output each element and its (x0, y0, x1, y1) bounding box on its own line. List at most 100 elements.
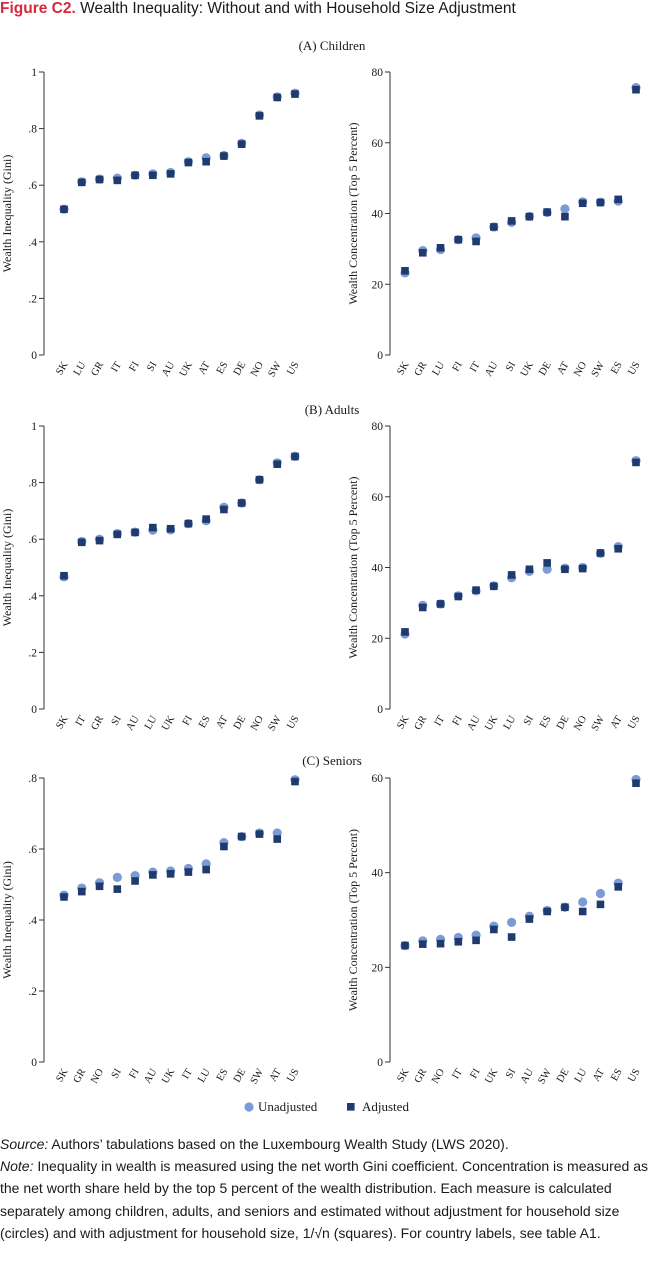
adjusted-point (77, 178, 86, 187)
adjusted-point (237, 832, 246, 841)
y-tick-label: .6 (28, 534, 37, 546)
adjusted-point (184, 519, 193, 528)
x-tick-label: AU (160, 360, 177, 379)
y-tick-label: 60 (372, 492, 384, 504)
adjusted-point (255, 475, 264, 484)
adjusted-point (149, 171, 157, 180)
x-tick-label: UK (160, 1067, 177, 1086)
x-tick-label: FI (451, 360, 465, 374)
unadjusted-point (507, 917, 517, 927)
x-tick-label: US (626, 360, 642, 377)
adjusted-point (490, 582, 498, 591)
y-axis-title: Wealth Inequality (Gini) (0, 155, 14, 273)
x-tick-label: SK (54, 714, 70, 731)
y-tick-label: 0 (377, 350, 383, 362)
source-note: Source: Authors’ tabulations based on th… (0, 1133, 665, 1155)
adjusted-point (418, 940, 427, 948)
x-tick-label: US (285, 1067, 301, 1084)
y-tick-label: 80 (372, 67, 384, 79)
x-tick-label: ES (197, 714, 213, 730)
x-tick-label: ES (215, 360, 231, 376)
adjusted-point (525, 915, 534, 923)
y-tick-label: .8 (28, 478, 37, 490)
adjusted-point (77, 887, 86, 896)
adjusted-point (507, 571, 516, 579)
figure-title-text: Wealth Inequality: Without and with Hous… (80, 0, 516, 17)
x-tick-label: UK (519, 360, 536, 379)
unadjusted-point (112, 872, 122, 883)
adjusted-point (220, 505, 228, 514)
y-tick-label: 1 (31, 67, 37, 79)
adjusted-point (131, 528, 139, 537)
adjusted-point (273, 835, 282, 843)
adjusted-point (237, 140, 246, 148)
adjusted-point (273, 93, 282, 102)
note: Note: Inequality in wealth is measured u… (0, 1155, 665, 1244)
legend-adjusted-label: Adjusted (362, 1099, 409, 1114)
x-tick-label: IT (468, 360, 483, 375)
adjusted-point (436, 600, 445, 608)
y-tick-label: .8 (28, 773, 37, 785)
adjusted-point (418, 603, 427, 612)
adjusted-point (166, 524, 175, 533)
adjusted-point (543, 208, 551, 216)
adjusted-point (596, 198, 605, 207)
adjusted-point (507, 933, 516, 941)
x-tick-label: NO (249, 714, 266, 733)
legend-adjusted-marker (347, 1103, 355, 1111)
y-tick-label: .6 (28, 180, 37, 192)
adjusted-point (454, 937, 463, 946)
x-tick-label: LU (72, 360, 89, 378)
y-tick-label: 0 (377, 1057, 383, 1069)
x-tick-label: NO (572, 714, 589, 733)
adjusted-point (202, 865, 210, 874)
x-tick-label: SI (504, 1067, 518, 1081)
adjusted-point (273, 460, 282, 469)
adjusted-point (632, 458, 640, 467)
x-tick-label: ES (609, 360, 625, 376)
x-tick-label: IT (433, 714, 448, 729)
y-tick-label: .8 (28, 124, 37, 136)
y-tick-label: .6 (28, 844, 37, 856)
y-tick-label: .4 (28, 915, 37, 927)
y-tick-label: 0 (31, 350, 37, 362)
x-tick-label: GR (413, 360, 430, 378)
x-tick-label: GR (89, 360, 106, 378)
adjusted-point (166, 170, 175, 178)
x-tick-label: UK (483, 714, 500, 733)
adjusted-point (632, 85, 640, 94)
adjusted-point (113, 885, 122, 893)
x-tick-label: US (285, 360, 301, 377)
x-tick-label: ES (215, 1067, 231, 1083)
adjusted-point (95, 882, 104, 891)
adjusted-point (60, 893, 68, 901)
x-tick-label: SI (110, 714, 124, 728)
x-tick-label: IT (180, 1067, 195, 1082)
adjusted-point (614, 883, 623, 891)
adjusted-point (291, 452, 299, 461)
x-tick-label: FI (127, 360, 141, 374)
y-tick-label: .4 (28, 591, 37, 603)
x-tick-label: SK (54, 1067, 70, 1084)
adjusted-point (202, 157, 210, 166)
adjusted-point (255, 830, 264, 838)
adjusted-point (113, 176, 122, 185)
y-axis-title: Wealth Inequality (Gini) (0, 509, 14, 627)
x-tick-label: LU (431, 360, 448, 378)
adjusted-point (525, 212, 534, 221)
adjusted-point (166, 870, 175, 878)
adjusted-point (543, 559, 551, 567)
adjusted-point (149, 523, 157, 532)
x-tick-label: AT (215, 714, 231, 731)
adjusted-point (291, 777, 299, 786)
adjusted-point (454, 235, 463, 244)
x-tick-label: LU (196, 1067, 213, 1085)
y-axis-title: Wealth Inequality (Gini) (0, 861, 14, 979)
adjusted-point (472, 586, 480, 594)
note-text: Inequality in wealth is measured using t… (0, 1158, 648, 1241)
x-tick-label: FI (181, 714, 195, 728)
y-axis-title: Wealth Concentration (Top 5 Percent) (346, 829, 360, 1011)
unadjusted-point (560, 204, 570, 214)
x-tick-label: SW (266, 714, 283, 733)
y-tick-label: .2 (28, 986, 37, 998)
